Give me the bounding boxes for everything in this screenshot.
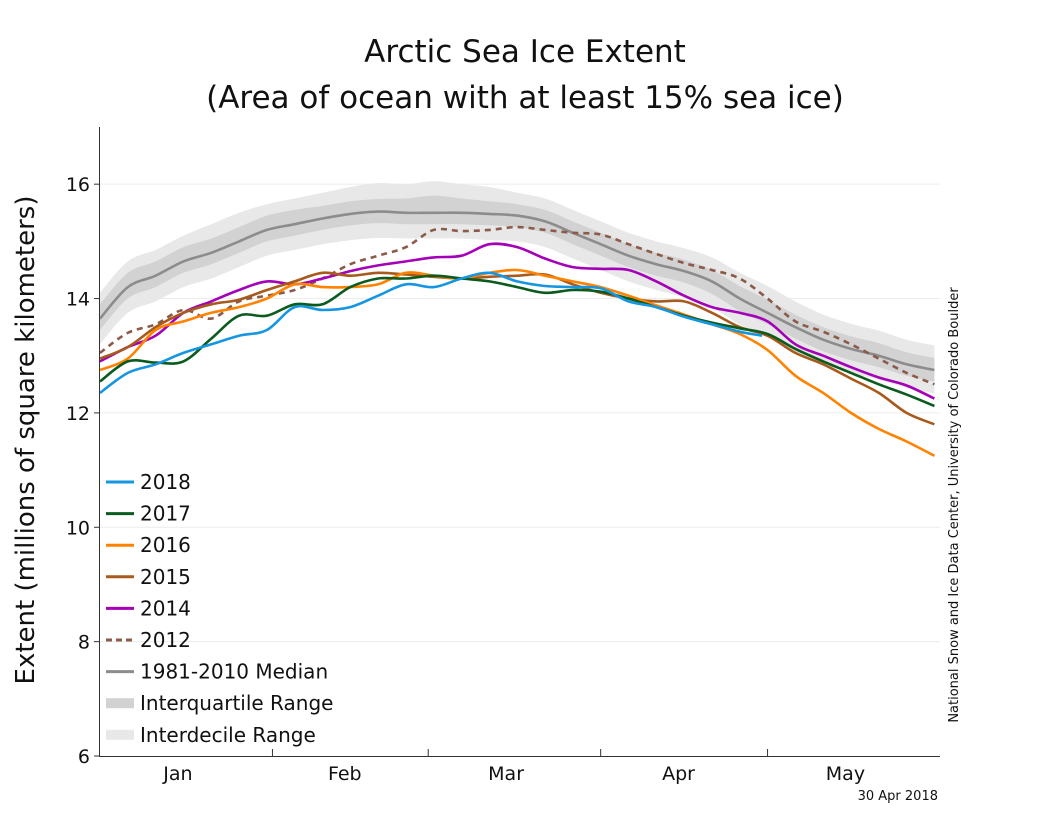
legend-swatch (106, 698, 134, 709)
chart-title-line1: Arctic Sea Ice Extent (364, 34, 686, 70)
series-lines (99, 210, 936, 457)
x-tick-label: May (826, 763, 865, 785)
legend-item-idr: Interdecile Range (106, 723, 316, 747)
series-line-2016 (99, 268, 936, 457)
legend-label: Interquartile Range (140, 691, 333, 715)
median-line (99, 210, 935, 372)
credit-text: National Snow and Ice Data Center, Unive… (947, 287, 962, 723)
y-tick-label: 14 (66, 289, 90, 311)
x-tick-label: Jan (162, 763, 192, 785)
legend-item-2014: 2014 (106, 596, 191, 620)
interdecile-band (100, 181, 935, 394)
legend-label: 2016 (140, 533, 191, 557)
legend-item-2015: 2015 (106, 565, 191, 589)
y-tick-label: 8 (78, 632, 90, 654)
y-tick-label: 12 (66, 403, 90, 425)
series-line-2012 (99, 225, 935, 386)
legend-item-median: 1981-2010 Median (106, 660, 328, 684)
x-tick-label: Feb (328, 763, 362, 785)
date-stamp: 30 Apr 2018 (858, 789, 938, 804)
series-line-2014 (99, 242, 935, 400)
series-line-2017 (99, 274, 935, 408)
legend-label: 2015 (140, 565, 191, 589)
legend-item-2012: 2012 (106, 628, 191, 652)
legend-item-2016: 2016 (106, 533, 191, 557)
legend-item-2018: 2018 (106, 470, 191, 494)
y-tick-label: 6 (78, 746, 90, 768)
x-tick-label: Mar (488, 763, 524, 785)
legend-swatch (106, 729, 134, 740)
legend-label: 2018 (140, 470, 191, 494)
x-tick-label: Apr (662, 763, 695, 785)
legend-label: Interdecile Range (140, 723, 316, 747)
legend: 2018 2017 2016 2015 2014 2012 1981-2010 Median… (106, 470, 333, 747)
y-ticks: 6 8 10 12 14 16 (66, 174, 100, 768)
chart-title-line2: (Area of ocean with at least 15% sea ice… (206, 80, 844, 116)
series-line-2018 (99, 271, 763, 394)
legend-item-iqr: Interquartile Range (106, 691, 333, 715)
y-tick-label: 10 (66, 517, 90, 539)
x-ticks: Jan Feb Mar Apr May (162, 749, 865, 785)
legend-label: 2012 (140, 628, 191, 652)
y-tick-label: 16 (66, 174, 90, 196)
range-bands (100, 181, 935, 394)
legend-item-2017: 2017 (106, 502, 191, 526)
series-line-2015 (99, 271, 935, 426)
legend-label: 1981-2010 Median (140, 660, 328, 684)
y-axis-label: Extent (millions of square kilometers) (11, 196, 41, 685)
legend-label: 2014 (140, 596, 191, 620)
legend-label: 2017 (140, 502, 191, 526)
